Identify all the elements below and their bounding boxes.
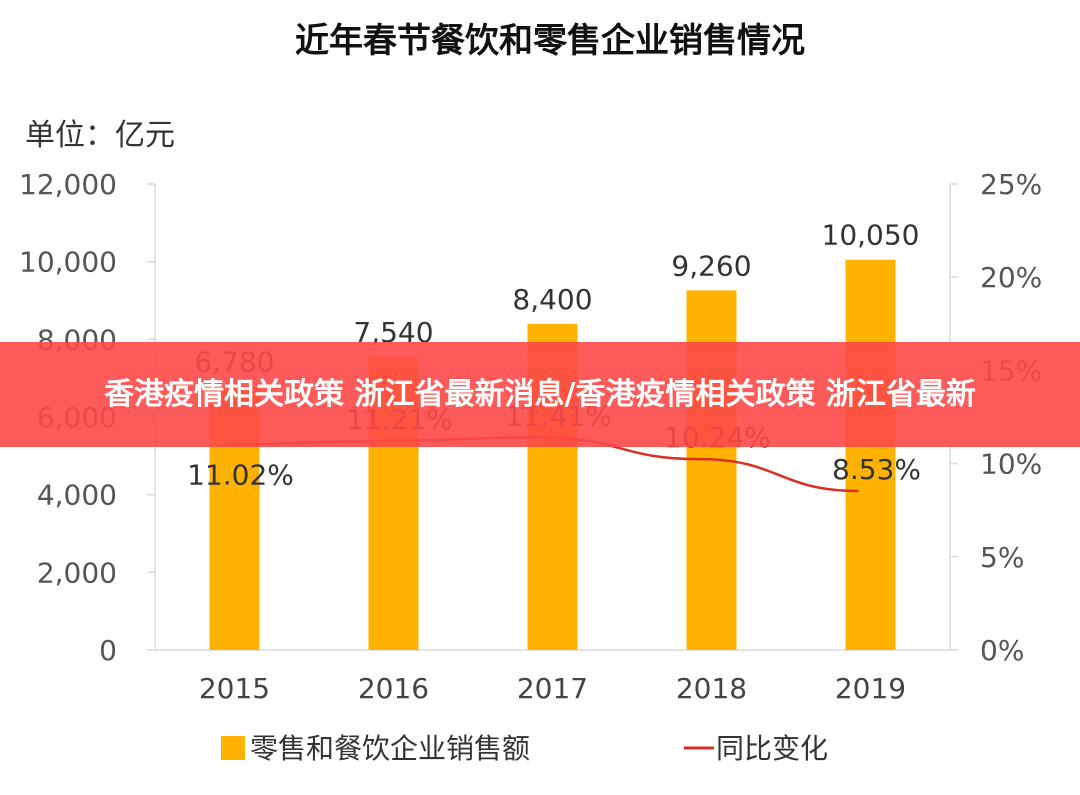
- bar: [845, 259, 896, 650]
- left-tick-label: 12,000: [19, 168, 117, 201]
- x-tick-label: 2015: [199, 672, 270, 705]
- right-tick-label: 0%: [980, 634, 1024, 667]
- x-tick-label: 2018: [676, 672, 747, 705]
- x-tick-label: 2017: [517, 672, 588, 705]
- line-value-label: 8.53%: [832, 453, 921, 486]
- chart-title: 近年春节餐饮和零售企业销售情况: [295, 21, 805, 61]
- left-tick-label: 10,000: [19, 246, 117, 279]
- right-tick-label: 10%: [980, 448, 1042, 481]
- bar-value-label: 8,400: [512, 283, 592, 316]
- x-tick-label: 2019: [835, 672, 906, 705]
- x-tick-label: 2016: [358, 672, 429, 705]
- legend-label-line: 同比变化: [716, 732, 828, 765]
- bar-value-label: 9,260: [671, 249, 751, 282]
- left-tick-label: 4,000: [37, 479, 117, 512]
- legend: 零售和餐饮企业销售额 同比变化: [221, 732, 828, 765]
- right-tick-label: 25%: [980, 168, 1042, 201]
- banner-text: 香港疫情相关政策 浙江省最新消息/香港疫情相关政策 浙江省最新: [104, 376, 976, 412]
- left-tick-label: 2,000: [37, 556, 117, 589]
- right-tick-label: 20%: [980, 261, 1042, 294]
- unit-label: 单位：亿元: [25, 118, 175, 153]
- legend-label-bars: 零售和餐饮企业销售额: [250, 732, 530, 765]
- legend-swatch-bars: [221, 736, 245, 760]
- line-value-label: 11.02%: [187, 459, 294, 492]
- left-tick-label: 0: [99, 634, 117, 667]
- bar-value-label: 10,050: [822, 219, 920, 252]
- right-tick-label: 5%: [980, 541, 1024, 574]
- overlay-banner: 香港疫情相关政策 浙江省最新消息/香港疫情相关政策 浙江省最新: [0, 342, 1080, 447]
- bars: [209, 259, 896, 650]
